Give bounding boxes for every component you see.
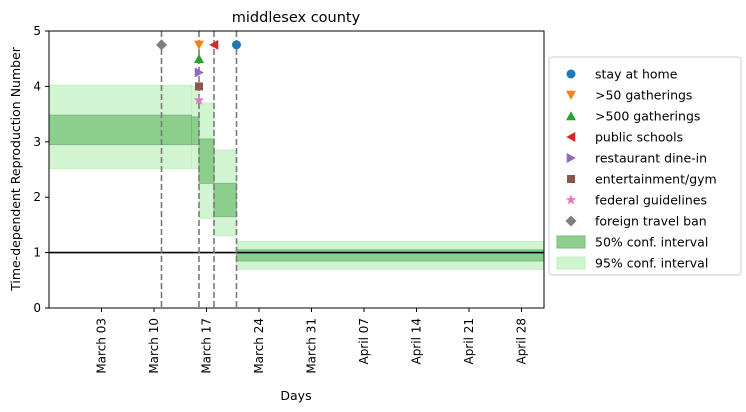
x-tick-label: March 03 [95,318,109,374]
intervention-marker [156,39,167,51]
intervention-marker [209,39,219,50]
ci50-band-segment [198,138,215,184]
legend-marker [567,175,575,183]
intervention-marker [195,82,203,91]
legend-marker [566,90,576,100]
x-tick-label: April 14 [410,318,424,365]
legend: stay at home >50 gatherings >500 gathering… [548,56,742,276]
x-tick-label: April 28 [515,318,529,365]
intervention-marker [194,53,204,63]
y-tick-label: 0 [33,301,41,315]
intervention-marker [193,94,205,105]
x-tick-label: March 31 [305,318,319,374]
chart-title: middlesex county [232,10,361,26]
ci50-band-segment [191,116,200,146]
legend-label: 50% conf. interval [595,235,708,250]
intervention-marker [232,40,241,50]
x-tick-label: March 24 [252,318,266,374]
ci50-band-segment [236,249,545,262]
y-tick-label: 4 [33,79,41,93]
intervention-marker [194,40,204,50]
legend-label: public schools [595,130,683,145]
y-tick-label: 2 [33,190,41,204]
legend-label: >500 gatherings [595,109,700,124]
y-tick-label: 5 [33,24,41,38]
x-tick-label: April 21 [462,318,476,365]
legend-swatch [556,256,586,270]
legend-marker [565,215,577,227]
legend-marker [566,111,576,121]
legend-marker [566,132,576,142]
legend-label: >50 gatherings [595,88,692,103]
legend-label: restaurant dine-in [595,151,707,166]
legend-label: federal guidelines [595,193,707,208]
legend-marker [565,194,577,205]
plot-frame [48,30,545,309]
legend-marker [566,69,576,79]
ci50-band-segment [48,114,192,146]
legend-label: 95% conf. interval [595,256,708,271]
ci50-band-segment [213,182,237,218]
y-axis-label: Time-dependent Reproduction Number [8,46,23,292]
x-axis-label: Days [280,388,311,403]
intervention-marker [194,67,204,78]
y-tick-label: 1 [33,246,41,260]
legend-box [548,56,742,276]
legend-marker [566,153,576,163]
y-tick-label: 3 [33,135,41,149]
x-tick-label: March 17 [200,318,214,374]
legend-label: foreign travel ban [595,214,707,229]
x-tick-label: April 07 [357,318,371,365]
x-tick-label: March 10 [147,318,161,374]
legend-label: entertainment/gym [595,172,717,187]
legend-label: stay at home [595,67,678,82]
legend-swatch [556,235,586,249]
plot-area: 0 1 2 3 4 5 March 03 March 10 March 17 March 24 Ma… [33,24,545,374]
